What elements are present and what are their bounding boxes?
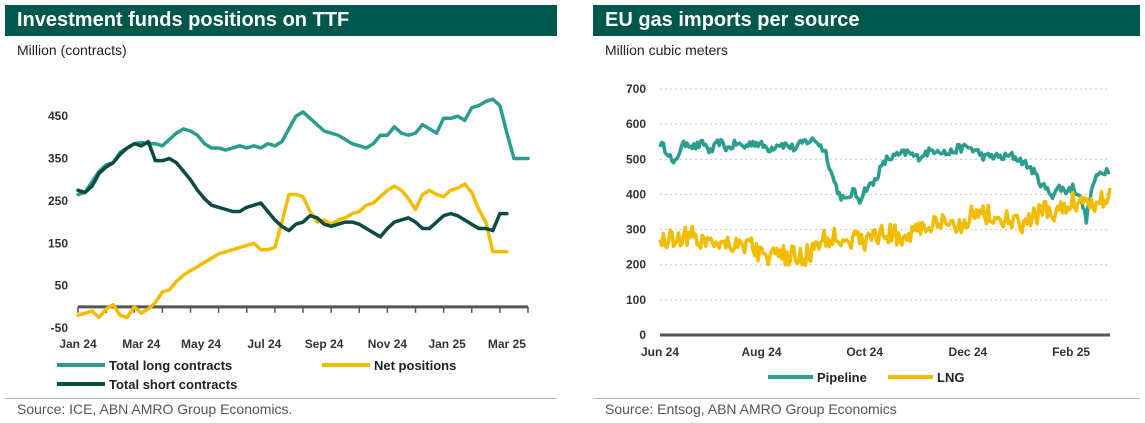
y-tick-label: 700 [626,82,646,96]
right-panel: EU gas imports per source Million cubic … [588,0,1145,423]
legend-label-short: Total short contracts [109,377,237,392]
y-tick-label: -50 [51,321,69,335]
series-line-lng [658,187,1112,268]
legend-label-pipeline: Pipeline [817,370,867,385]
series-line-net [76,182,509,320]
legend-label-net: Net positions [374,358,456,373]
y-tick-label: 400 [626,187,646,201]
x-tick-label: Jan 25 [428,337,466,351]
x-tick-label: Feb 25 [1052,345,1090,359]
x-tick-label: Oct 24 [846,345,883,359]
x-tick-label: Sep 24 [305,337,344,351]
x-tick-label: Mar 24 [122,337,160,351]
divider [593,398,1140,399]
legend-label-lng: LNG [937,370,964,385]
series-line-short [76,139,509,239]
y-tick-label: 150 [48,236,68,250]
y-tick-label: 450 [48,109,68,123]
y-tick-label: 200 [626,258,646,272]
chart-title: Investment funds positions on TTF [5,5,557,36]
series-line-pipeline [658,136,1111,225]
y-tick-label: 500 [626,152,646,166]
series-line-long [76,97,530,197]
y-tick-label: 600 [626,117,646,131]
left-panel: Investment funds positions on TTF Millio… [0,0,562,423]
source-note: Source: Entsog, ABN AMRO Group Economics [605,401,897,417]
source-note: Source: ICE, ABN AMRO Group Economics. [17,401,293,417]
y-axis-unit-label: Million cubic meters [605,42,728,58]
x-tick-label: Dec 24 [949,345,988,359]
x-tick-label: Aug 24 [741,345,781,359]
x-tick-label: Jul 24 [247,337,281,351]
y-axis-unit-label: Million (contracts) [17,42,127,58]
divider [5,398,557,399]
y-tick-label: 300 [626,223,646,237]
funds-positions-chart: -50 50 150 250 350 450 Jan 24 Mar 24 May 24 Jul 2… [48,97,530,392]
y-tick-label: 0 [639,328,646,342]
y-tick-label: 100 [626,293,646,307]
y-tick-label: 50 [55,279,69,293]
x-tick-label: May 24 [181,337,221,351]
gas-imports-chart: 0 100 200 300 400 500 600 700 Jun 24 Aug 24 Oct 24… [626,82,1112,385]
chart-title: EU gas imports per source [593,5,1140,36]
x-tick-label: Mar 25 [488,337,526,351]
y-tick-label: 250 [48,194,68,208]
x-tick-label: Jan 24 [59,337,97,351]
y-tick-label: 350 [48,152,68,166]
x-tick-label: Jun 24 [641,345,679,359]
legend-label-long: Total long contracts [109,358,232,373]
x-tick-label: Nov 24 [368,337,408,351]
